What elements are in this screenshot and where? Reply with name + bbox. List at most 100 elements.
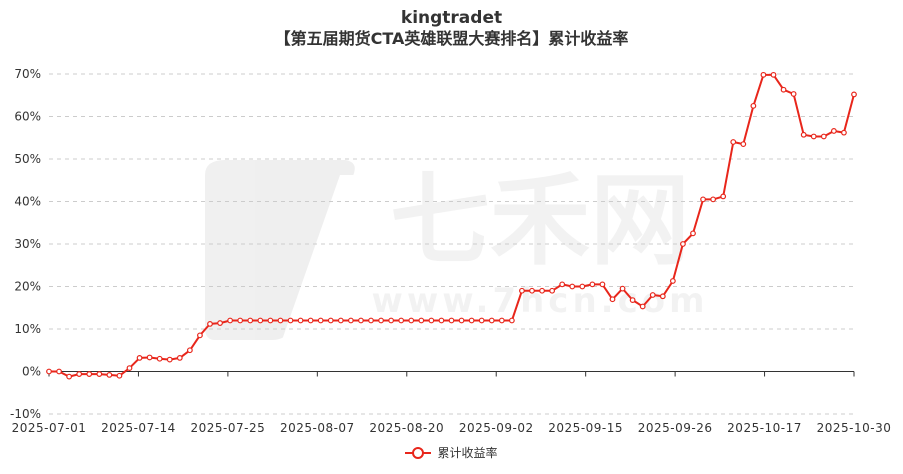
x-tick-label: 2025-08-20	[369, 421, 444, 435]
data-point	[116, 372, 123, 379]
data-point	[680, 241, 686, 247]
x-tick-label: 2025-09-15	[548, 421, 623, 435]
data-point	[820, 133, 827, 140]
data-point	[498, 317, 505, 324]
data-point	[780, 86, 787, 93]
data-point	[549, 287, 556, 294]
data-point	[559, 281, 566, 288]
data-point	[287, 317, 294, 324]
legend[interactable]: 累计收益率	[0, 444, 903, 462]
data-point	[176, 355, 183, 361]
x-axis: 2025-07-01 2025-07-14 2025-07-25 2025-08-07…	[12, 371, 891, 435]
x-tick-label: 2025-07-14	[101, 421, 176, 435]
data-point	[307, 317, 314, 324]
data-point	[358, 317, 364, 324]
data-point	[347, 317, 354, 324]
data-point	[468, 317, 475, 324]
data-point	[720, 193, 727, 200]
y-tick-label: 50%	[14, 152, 41, 166]
data-point	[56, 368, 62, 375]
data-point	[237, 317, 244, 324]
data-point	[508, 317, 515, 324]
data-point	[619, 285, 626, 292]
y-tick-label: 30%	[14, 237, 41, 251]
data-point	[589, 281, 596, 288]
data-point	[267, 317, 274, 324]
data-point	[126, 365, 133, 372]
data-point	[458, 317, 465, 324]
data-point	[388, 317, 395, 324]
data-point	[327, 317, 334, 324]
data-point	[297, 317, 304, 324]
data-point	[378, 317, 384, 324]
data-point	[790, 91, 797, 97]
data-point	[488, 317, 495, 324]
data-point	[609, 296, 616, 303]
data-point	[96, 371, 103, 377]
data-point	[337, 317, 344, 324]
y-tick-label: 70%	[14, 67, 41, 81]
data-point	[146, 354, 153, 361]
data-point	[760, 71, 767, 78]
data-point	[669, 278, 676, 284]
data-point	[317, 317, 324, 324]
data-point	[197, 332, 203, 339]
data-point	[730, 139, 737, 145]
data-point	[830, 128, 837, 134]
data-point	[66, 373, 73, 380]
data-point	[770, 71, 777, 78]
data-point	[86, 371, 93, 377]
legend-line-circle-icon	[405, 446, 432, 459]
data-point	[659, 293, 666, 300]
data-point	[136, 355, 143, 361]
data-point	[740, 141, 747, 148]
x-tick-label: 2025-08-07	[280, 421, 355, 435]
x-tick-label: 2025-10-17	[727, 421, 802, 435]
data-point	[800, 131, 807, 138]
data-point	[649, 292, 656, 298]
data-point	[46, 368, 52, 375]
data-point	[186, 347, 193, 354]
data-point	[247, 317, 254, 324]
legend-item[interactable]: 累计收益率	[405, 444, 498, 461]
watermark-brand: 七禾网	[390, 162, 690, 279]
data-point	[76, 371, 83, 377]
data-point	[569, 283, 576, 290]
data-point	[690, 230, 696, 237]
grid-lines	[49, 73, 854, 415]
data-point	[217, 320, 223, 326]
y-tick-label: 10%	[14, 322, 41, 336]
data-point	[448, 317, 455, 324]
y-tick-label: 40%	[14, 195, 41, 209]
data-point	[629, 297, 636, 304]
data-point	[851, 91, 857, 98]
data-point	[579, 283, 586, 290]
data-point	[539, 287, 545, 294]
y-tick-label: 0%	[22, 365, 41, 379]
data-point	[418, 317, 425, 324]
data-point	[478, 317, 485, 324]
data-point	[227, 317, 234, 324]
data-point	[277, 317, 284, 324]
data-point	[519, 287, 525, 294]
chart-title: kingtradet	[400, 8, 503, 28]
legend-label: 累计收益率	[437, 446, 498, 460]
series-line-group	[46, 71, 857, 380]
data-point	[428, 317, 435, 324]
data-point	[810, 133, 817, 140]
watermark-url: www.7hcn.com	[371, 281, 708, 321]
y-tick-label: 20%	[14, 280, 41, 294]
data-point	[257, 317, 264, 324]
data-point	[166, 356, 173, 363]
data-point	[368, 317, 374, 324]
data-point	[408, 317, 415, 324]
y-tick-label: -10%	[10, 407, 41, 421]
x-tick-label: 2025-07-01	[12, 421, 87, 435]
data-point	[438, 317, 445, 324]
data-point	[710, 196, 717, 203]
y-axis: -10% 0% 10% 20% 30% 40% 50% 60% 70%	[10, 67, 41, 421]
x-tick-label: 2025-07-25	[191, 421, 266, 435]
data-point	[106, 372, 113, 378]
data-point	[398, 317, 405, 324]
